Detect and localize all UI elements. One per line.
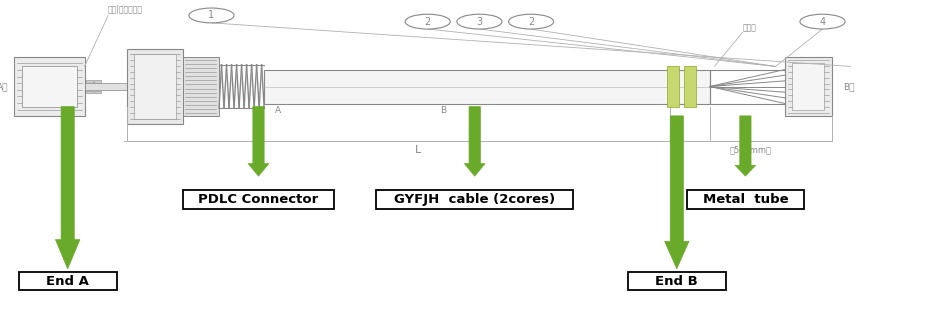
Bar (127, 49, 183, 124)
Circle shape (509, 14, 554, 29)
Bar (134, 54, 176, 119)
Bar (183, 190, 334, 209)
Polygon shape (55, 107, 80, 269)
Bar (684, 66, 696, 107)
Polygon shape (464, 107, 485, 176)
Text: 4: 4 (820, 17, 825, 27)
Bar (86, 80, 93, 83)
Text: L: L (415, 145, 421, 155)
Bar (94, 91, 101, 93)
Text: （500mm）: （500mm） (730, 145, 772, 154)
Circle shape (457, 14, 502, 29)
Text: End B: End B (655, 275, 698, 288)
Circle shape (189, 8, 234, 23)
Polygon shape (665, 116, 689, 269)
Bar (376, 190, 573, 209)
Circle shape (405, 14, 450, 29)
Text: GYFJH  cable (2cores): GYFJH cable (2cores) (394, 193, 556, 206)
Text: 2: 2 (425, 17, 431, 27)
Bar (628, 272, 726, 290)
Bar (687, 190, 804, 209)
Text: Metal  tube: Metal tube (702, 193, 789, 206)
Polygon shape (248, 107, 269, 176)
Text: A: A (275, 106, 281, 115)
Polygon shape (735, 116, 756, 176)
Text: 3: 3 (477, 17, 482, 27)
Text: 导引|配合管匹配: 导引|配合管匹配 (108, 5, 143, 14)
Bar (85, 83, 127, 90)
Text: PDLC Connector: PDLC Connector (198, 193, 319, 206)
Bar (94, 80, 101, 83)
Bar (86, 91, 93, 93)
Bar (264, 70, 710, 104)
Circle shape (800, 14, 845, 29)
Text: 1: 1 (209, 11, 214, 20)
Bar (22, 66, 77, 107)
Bar (19, 272, 117, 290)
Text: B: B (440, 106, 446, 115)
Bar (792, 63, 824, 110)
Bar (14, 57, 85, 116)
Text: 绕包管: 绕包管 (743, 23, 757, 32)
Bar (667, 66, 679, 107)
Text: B端: B端 (843, 82, 854, 91)
Text: A端: A端 (0, 82, 8, 91)
Text: End A: End A (46, 275, 89, 288)
Text: 2: 2 (528, 17, 534, 27)
Bar (183, 57, 219, 116)
Bar (785, 57, 832, 116)
